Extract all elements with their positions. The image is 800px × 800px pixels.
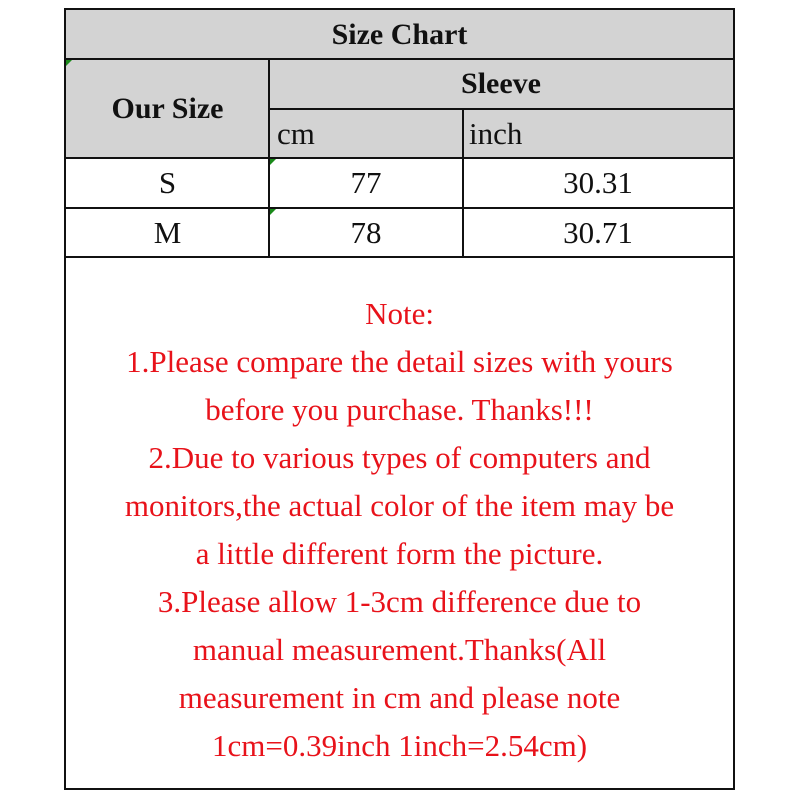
divider — [66, 207, 733, 209]
note-line: before you purchase. Thanks!!! — [205, 392, 594, 427]
divider — [268, 59, 270, 257]
note-line: manual measurement.Thanks(All — [192, 632, 607, 667]
chart-title: Size Chart — [66, 10, 733, 59]
note-line: monitors,the actual color of the item ma… — [124, 488, 675, 523]
sleeve-header: Sleeve — [269, 59, 733, 109]
size-chart: Size Chart Our Size Sleeve cm inch S 77 … — [64, 8, 735, 790]
inch-header: inch — [463, 109, 733, 158]
divider — [66, 157, 733, 159]
note-line: 1cm=0.39inch 1inch=2.54cm) — [211, 728, 588, 763]
row-s-inch: 30.31 — [563, 165, 633, 200]
note-line: 1.Please compare the detail sizes with y… — [126, 344, 673, 379]
note-line: measurement in cm and please note — [178, 680, 621, 715]
note-line: Note: — [365, 296, 434, 331]
divider — [462, 109, 464, 257]
note-line: 3.Please allow 1-3cm difference due to — [157, 584, 642, 619]
note-section: Note: 1.Please compare the detail sizes … — [66, 257, 733, 788]
row-s-size: S — [158, 165, 177, 200]
note-line: a little different form the picture. — [195, 536, 604, 571]
row-m-inch: 30.71 — [563, 214, 633, 250]
cell-marker — [66, 60, 72, 66]
divider — [66, 256, 733, 258]
cm-header: cm — [269, 109, 463, 158]
row-m-size: M — [153, 214, 182, 250]
cell-marker — [270, 209, 276, 215]
note-line: 2.Due to various types of computers and — [148, 440, 651, 475]
divider — [66, 58, 733, 60]
cell-marker — [270, 159, 276, 165]
divider — [269, 108, 733, 110]
row-s-cm: 77 — [350, 165, 382, 200]
our-size-header: Our Size — [66, 59, 269, 158]
row-m-cm: 78 — [350, 214, 382, 250]
